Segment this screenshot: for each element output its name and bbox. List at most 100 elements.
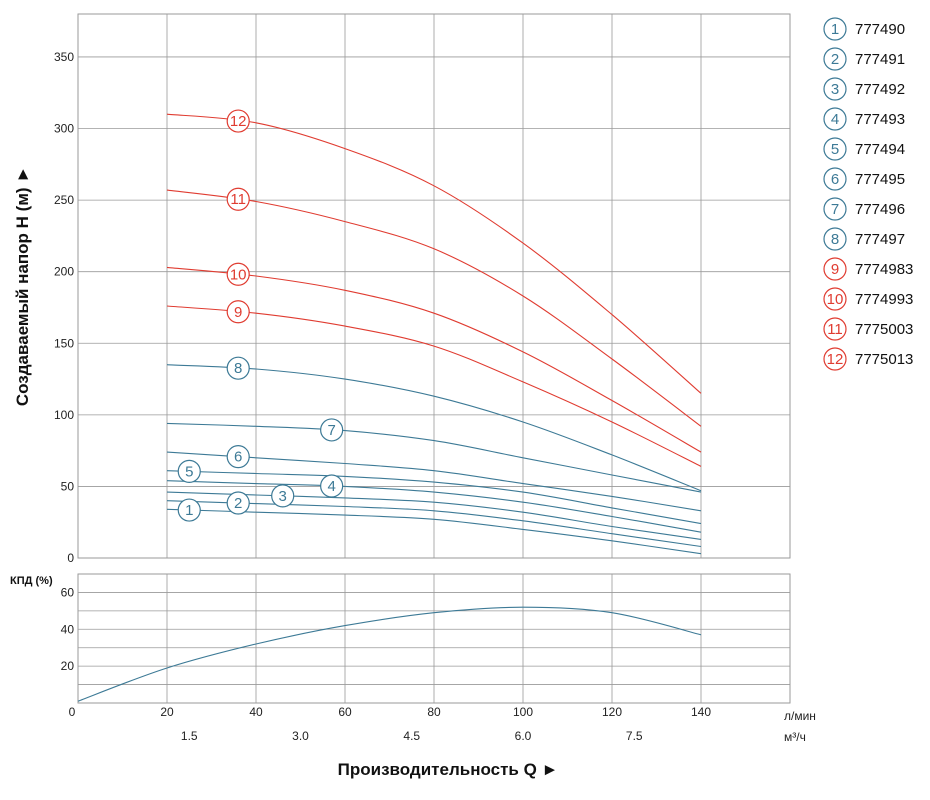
legend-item-9: 9 7774983 [823,257,913,281]
series-line-7 [166,422,702,493]
x-tick-label: 140 [691,705,711,719]
legend-badge [823,287,847,311]
series-line-11 [166,189,702,427]
legend-badge [823,197,847,221]
head-chart: 0 50 100 150 200 250 300 350 Создаваемый напор H… [13,13,791,565]
curve-badge-5: 5 [177,459,201,483]
badge-circle [226,109,250,133]
legend-item-3: 3 777492 [823,77,905,101]
legend-item-8: 8 777497 [823,227,905,251]
legend-label: 777491 [855,51,905,68]
legend-badge [823,317,847,341]
legend-label: 777495 [855,171,905,188]
badge-circle [320,418,344,442]
y-tick-label: 150 [54,336,74,350]
badge-number: 3 [279,488,287,505]
badge-circle [271,484,295,508]
badge-circle [226,187,250,211]
efficiency-chart: 20 40 60 КПД (%) [10,573,791,704]
legend-number: 6 [831,171,839,188]
legend-label: 777492 [855,81,905,98]
badge-number: 11 [230,191,246,208]
legend-number: 9 [831,261,839,278]
legend-badge [823,107,847,131]
badge-number: 4 [327,478,335,495]
series-line-4 [166,480,702,533]
x-secondary-tick-label: 7.5 [626,729,643,743]
y-tick-label: 20 [61,659,75,673]
curve-badge-4: 4 [320,474,344,498]
legend: 1 777490 2 777491 3 777492 4 777493 5 777494 6 7774… [823,17,913,371]
y-axis-title: Создаваемый напор H (м) ► [13,166,32,406]
y-tick-label: 40 [61,622,75,636]
legend-item-10: 10 7774993 [823,287,913,311]
curve-badge-6: 6 [226,445,250,469]
series-line-2 [166,500,702,548]
badge-number: 6 [234,449,242,466]
badge-number: 7 [327,422,335,439]
curve-badge-9: 9 [226,300,250,324]
badge-number: 8 [234,360,242,377]
x-axis-title: Производительность Q ► [338,760,559,779]
legend-label: 7775003 [855,321,913,338]
series-line-9 [166,305,702,467]
badge-number: 5 [185,463,193,480]
x-tick-label: 80 [427,705,441,719]
y-tick-label: 100 [54,408,74,422]
legend-number: 4 [831,111,839,128]
y-tick-label: 350 [54,50,74,64]
legend-label: 777496 [855,201,905,218]
legend-label: 7775013 [855,351,913,368]
series-line-6 [166,451,702,512]
legend-label: 7774983 [855,261,913,278]
legend-badge [823,17,847,41]
legend-number: 1 [831,21,839,38]
y-tick-label: 250 [54,193,74,207]
legend-item-7: 7 777496 [823,197,905,221]
badge-circle [226,491,250,515]
x-tick-label: 20 [160,705,174,719]
legend-badge [823,347,847,371]
series-line-12 [166,113,702,394]
x-secondary-tick-label: 1.5 [181,729,198,743]
curve-badge-1: 1 [177,498,201,522]
curve-badge-12: 12 [226,109,250,133]
curve-badge-7: 7 [320,418,344,442]
x-tick-label: 120 [602,705,622,719]
x-tick-label: 100 [513,705,533,719]
legend-badge [823,257,847,281]
badge-circle [177,498,201,522]
badge-circle [226,445,250,469]
x-tick-label: 0 [69,705,76,719]
legend-item-11: 11 7775003 [823,317,913,341]
curve-badge-10: 10 [226,262,250,286]
badge-number: 9 [234,304,242,321]
series-line-5 [166,470,702,525]
legend-number: 7 [831,201,839,218]
legend-item-5: 5 777494 [823,137,905,161]
legend-label: 777494 [855,141,905,158]
y-tick-label: 200 [54,265,74,279]
x-secondary-tick-label: 6.0 [515,729,532,743]
y-tick-label: 50 [61,479,75,493]
x-tick-label: 40 [249,705,263,719]
y-tick-label: 300 [54,122,74,136]
legend-label: 7774993 [855,291,913,308]
curve-badge-8: 8 [226,356,250,380]
x-unit-primary: л/мин [784,709,816,723]
curve-badge-3: 3 [271,484,295,508]
badge-circle [226,300,250,324]
x-secondary-tick-label: 4.5 [403,729,420,743]
badge-number: 2 [234,495,242,512]
legend-badge [823,227,847,251]
legend-item-2: 2 777491 [823,47,905,71]
legend-badge [823,167,847,191]
legend-number: 2 [831,51,839,68]
badge-circle [226,356,250,380]
legend-badge [823,77,847,101]
legend-item-6: 6 777495 [823,167,905,191]
efficiency-axis-title: КПД (%) [10,575,53,587]
legend-label: 777490 [855,21,905,38]
x-tick-label: 60 [338,705,352,719]
curve-badge-2: 2 [226,491,250,515]
